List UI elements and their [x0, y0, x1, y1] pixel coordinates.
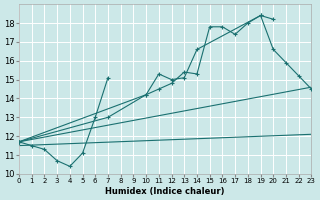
X-axis label: Humidex (Indice chaleur): Humidex (Indice chaleur)	[105, 187, 225, 196]
